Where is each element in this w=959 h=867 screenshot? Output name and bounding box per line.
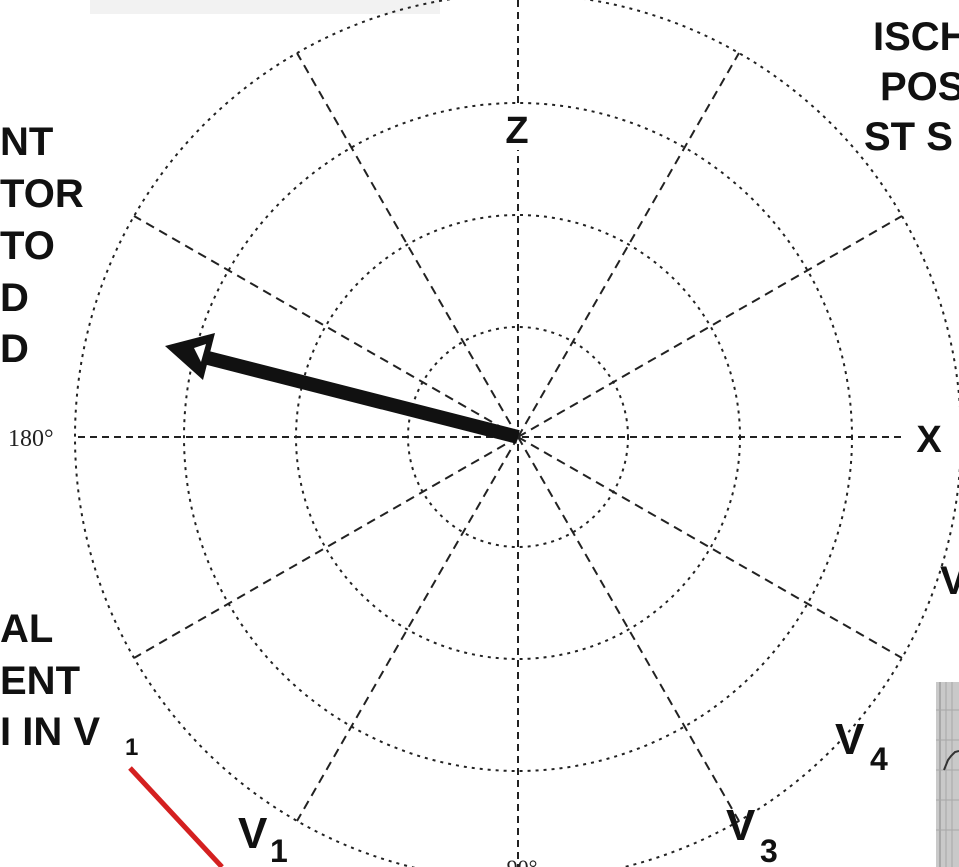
right-mid-fragment: V — [940, 559, 959, 603]
vector-shaft — [206, 351, 520, 444]
spoke-150 — [133, 215, 519, 438]
z-label-bg — [497, 108, 539, 150]
left-bottom-line-2: ENT — [0, 659, 80, 703]
left-bottom-subscript: 1 — [125, 734, 138, 761]
lead-v4-main: V — [835, 715, 865, 764]
vector-arrow — [165, 333, 520, 444]
z-axis-label: Z — [505, 110, 528, 152]
left-top-line-3: TO — [0, 224, 55, 268]
left-bottom-line-3: I IN V — [0, 710, 100, 754]
lead-v3-sub: 3 — [760, 833, 778, 867]
lead-label-v4: V 4 — [835, 715, 888, 777]
spoke-330 — [517, 436, 903, 659]
right-line-1: ISCH — [873, 15, 959, 59]
left-annotation-top: NT TOR TO D D — [0, 120, 84, 371]
ecg-strip-fragment — [936, 682, 959, 867]
x-label-bg — [908, 408, 950, 450]
lead-label-v1: V 1 — [238, 809, 288, 867]
right-line-2: POS — [880, 65, 959, 109]
left-top-line-5: D — [0, 327, 29, 371]
left-top-line-1: NT — [0, 120, 53, 164]
spoke-30 — [517, 215, 903, 438]
lead-v1-sub: 1 — [270, 833, 288, 867]
ecg-strip-bg — [936, 682, 959, 867]
lead-v4-sub: 4 — [870, 741, 888, 777]
x-axis-label: X — [916, 419, 942, 461]
lead-label-v3: V 3 — [726, 801, 778, 867]
left-top-line-2: TOR — [0, 172, 84, 216]
lead-v3-main: V — [726, 801, 756, 850]
faded-top-fragment — [90, 0, 440, 14]
angle-90-fragment: 90° — [507, 855, 538, 867]
right-line-3: ST S — [864, 115, 953, 159]
vector-arrowhead-notch — [194, 344, 206, 362]
spoke-210 — [133, 436, 519, 659]
left-annotation-bottom: AL ENT I IN V 1 — [0, 607, 138, 761]
left-bottom-line-1: AL — [0, 607, 53, 651]
angle-180-label: 180° — [8, 426, 54, 452]
lead-v1-main: V — [238, 809, 268, 858]
right-annotation: ISCH POS ST S V — [864, 15, 959, 603]
vector-arrowhead — [165, 333, 215, 380]
left-top-line-4: D — [0, 276, 29, 320]
ecg-trace — [943, 750, 959, 771]
red-lead-line — [128, 766, 224, 867]
